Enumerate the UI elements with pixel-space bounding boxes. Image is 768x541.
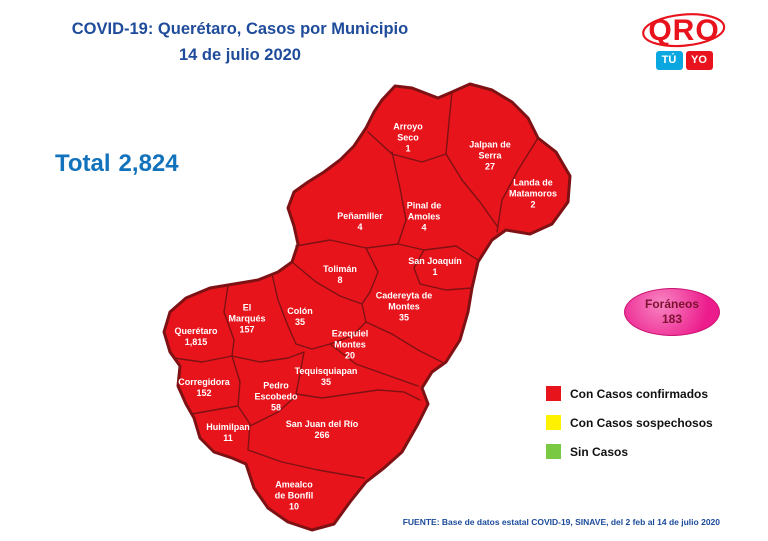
foraneos-value: 183 [661, 312, 683, 326]
logo-text: QRO [648, 14, 720, 47]
suspected-color-swatch [546, 415, 561, 430]
municipality-label-cadereyta-de-montes: Cadereyta de Montes 35 [375, 290, 433, 323]
title-line-1: COVID-19: Querétaro, Casos por Municipio [71, 20, 409, 38]
municipality-label-penamiller: Peñamiller 4 [337, 211, 383, 232]
legend-row-confirmed: Con Casos confirmados [546, 386, 713, 401]
source-note: FUENTE: Base de datos estatal COVID-19, … [402, 517, 720, 527]
municipality-label-pedro-escobedo: Pedro Escobedo 58 [254, 380, 298, 413]
logo-yo-badge: YO [685, 51, 713, 70]
municipality-label-san-joaquin: San Joaquín 1 [408, 256, 462, 277]
municipality-borders [173, 91, 539, 479]
municipality-label-huimilpan: Huimilpan 11 [206, 422, 250, 443]
municipality-label-tequisquiapan: Tequisquiapan 35 [294, 366, 358, 387]
municipality-label-amealco-de-bonfil: Amealco de Bonfil 10 [274, 479, 314, 512]
page-title: COVID-19: Querétaro, Casos por Municipio… [40, 16, 440, 68]
total-cases: Total 2,824 [55, 150, 179, 178]
confirmed-color-swatch [546, 386, 561, 401]
logo-tu-badge: TÚ [655, 51, 683, 70]
municipality-label-ezequiel-montes: Ezequiel Montes 20 [331, 328, 369, 361]
title-line-2: 14 de julio 2020 [179, 46, 301, 64]
municipality-label-arroyo-seco: Arroyo Seco 1 [393, 121, 423, 154]
municipality-label-toliman: Tolimán 8 [323, 264, 357, 285]
municipality-label-colon: Colón 35 [287, 306, 313, 327]
municipality-label-san-juan-del-rio: San Juan del Río 266 [285, 419, 359, 440]
municipality-label-pinal-de-amoles: Pinal de Amoles 4 [406, 200, 442, 233]
municipality-label-queretaro: Querétaro 1,815 [174, 326, 218, 347]
total-label: Total [55, 150, 111, 177]
confirmed-label: Con Casos confirmados [570, 386, 709, 401]
no-cases-color-swatch [546, 444, 561, 459]
foraneos-badge: Foráneos 183 [624, 288, 720, 336]
municipality-label-corregidora: Corregidora 152 [178, 377, 230, 398]
qro-tu-yo-logo: QRO TÚ YO [632, 12, 736, 70]
municipality-label-jalpan-de-serra: Jalpan de Serra 27 [469, 139, 511, 172]
total-value: 2,824 [118, 150, 179, 177]
suspected-label: Con Casos sospechosos [570, 415, 713, 430]
legend: Con Casos confirmados Con Casos sospecho… [546, 386, 713, 473]
legend-row-none: Sin Casos [546, 444, 713, 459]
municipality-label-el-marques: El Marqués 157 [228, 302, 266, 335]
municipality-label-landa-de-matamoros: Landa de Matamoros 2 [508, 177, 557, 210]
no-cases-label: Sin Casos [570, 444, 629, 459]
logo-ring-icon [642, 13, 726, 48]
foraneos-label: Foráneos [644, 297, 699, 311]
legend-row-suspected: Con Casos sospechosos [546, 415, 713, 430]
